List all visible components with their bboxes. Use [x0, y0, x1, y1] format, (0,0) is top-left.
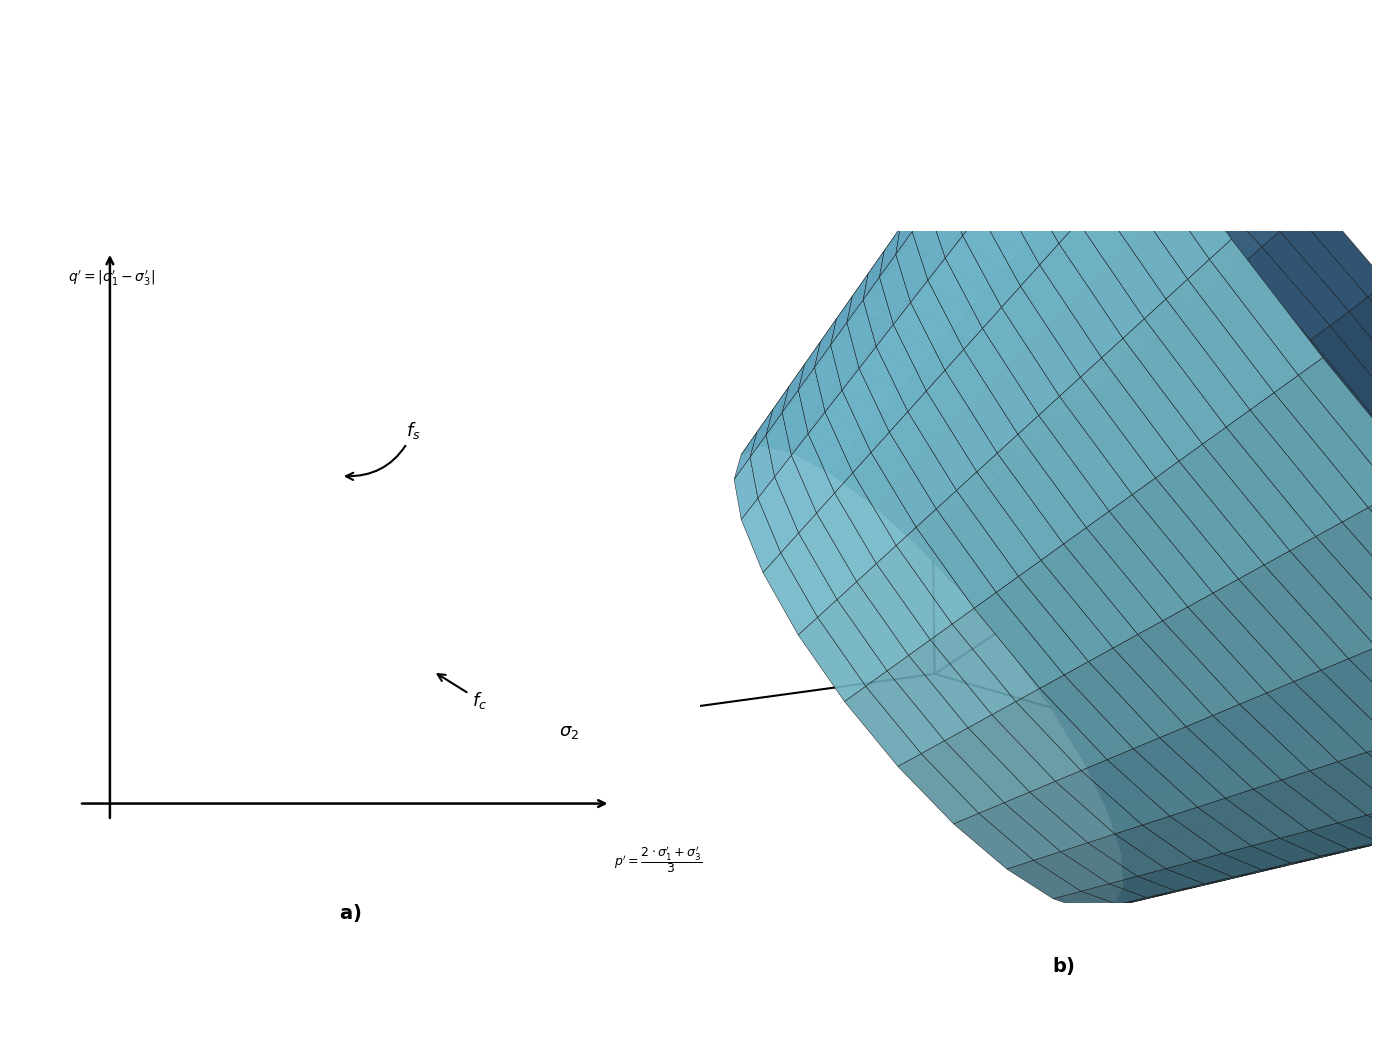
- Text: $f_c$: $f_c$: [438, 674, 487, 711]
- Text: $p' = \dfrac{2 \cdot \sigma_1' + \sigma_3'}{3}$: $p' = \dfrac{2 \cdot \sigma_1' + \sigma_…: [615, 844, 703, 875]
- Text: $\bf{b)}$: $\bf{b)}$: [1053, 956, 1075, 976]
- Text: $\bf{a)}$: $\bf{a)}$: [339, 903, 361, 924]
- Text: $q' = |\sigma_1' - \sigma_3'|$: $q' = |\sigma_1' - \sigma_3'|$: [67, 269, 154, 288]
- Text: $f_s$: $f_s$: [346, 420, 421, 480]
